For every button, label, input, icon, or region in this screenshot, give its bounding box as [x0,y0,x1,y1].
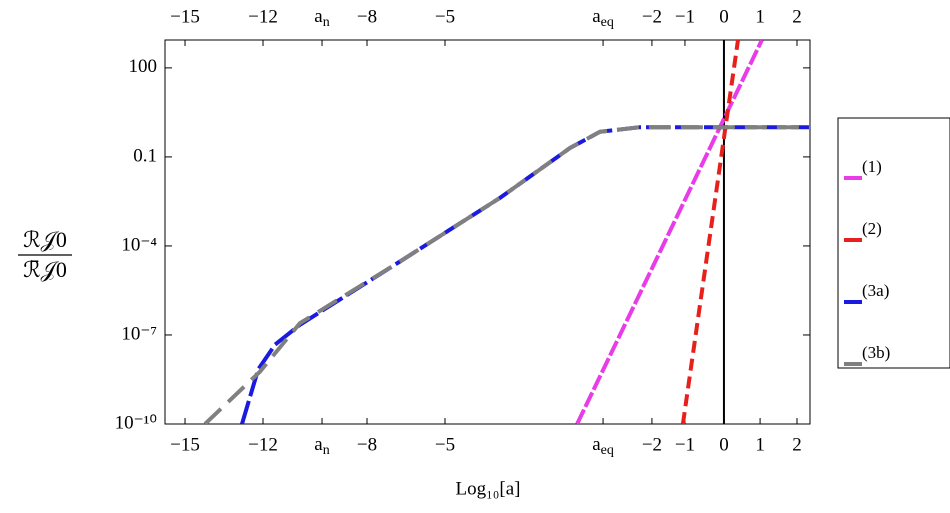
x-tick-label: −1 [675,434,695,455]
legend-label: (3b) [862,343,890,362]
x-tick-label: −8 [357,434,377,455]
y-tick-label: 0.1 [133,145,157,166]
x-tick-label: 2 [792,434,802,455]
legend-label: (3a) [862,281,889,300]
y-label-numerator: ℛ𝒥0 [23,227,67,252]
x-tick-label: −2 [642,434,662,455]
x-tick-label: −5 [435,434,455,455]
x-tick-label: −12 [248,434,278,455]
x-tick-label-top: an [314,6,329,30]
y-tick-label: 10⁻⁷ [121,323,157,344]
x-axis-label: Log₁₀[a] [456,478,521,499]
series-line [203,125,810,424]
legend-box [837,117,950,369]
y-tick-label: 10⁻⁴ [121,234,157,255]
x-tick-label-top: 2 [792,6,802,27]
x-tick-label-top: −8 [357,6,377,27]
x-tick-label-top: 0 [719,6,729,27]
series-line [680,40,740,424]
legend-label: (1) [862,157,882,176]
series-line [575,40,764,424]
x-tick-label: 1 [755,434,765,455]
x-tick-label: an [314,434,329,458]
x-tick-label-top: −5 [435,6,455,27]
x-tick-label: 0 [719,434,729,455]
x-tick-label-top: −2 [642,6,662,27]
x-tick-label-top: −12 [248,6,278,27]
x-tick-label-top: −15 [170,6,200,27]
legend-label: (2) [862,219,882,238]
x-tick-label-top: aeq [592,6,614,30]
y-label-denominator: ℛ̄𝒥0 [23,257,67,282]
y-tick-label: 100 [129,56,158,77]
x-tick-label: −15 [170,434,200,455]
x-tick-label-top: −1 [675,6,695,27]
x-tick-label: aeq [592,434,614,458]
y-tick-label: 10⁻¹⁰ [115,412,157,433]
plot-frame [164,39,811,425]
x-tick-label-top: 1 [755,6,765,27]
